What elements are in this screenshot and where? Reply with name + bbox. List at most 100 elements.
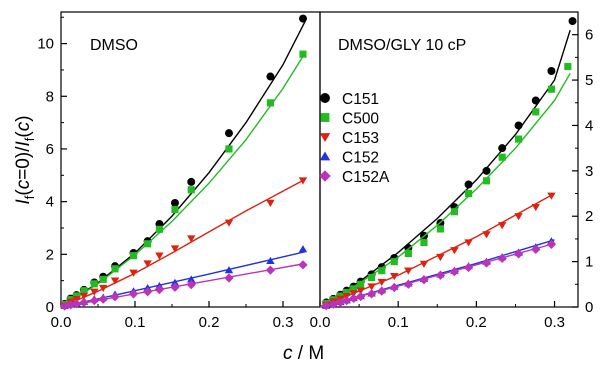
left-point-c151 <box>170 198 179 207</box>
right-y-tick-label: 1 <box>585 254 593 271</box>
left-point-c152 <box>266 256 275 265</box>
right-point-c153 <box>367 283 376 291</box>
right-point-c151 <box>498 144 507 153</box>
left-plot-area <box>60 14 308 311</box>
right-y-tick-label: 4 <box>585 117 593 134</box>
right-y-tick-label: 2 <box>585 208 593 225</box>
right-point-c151 <box>514 121 523 130</box>
legend-label-c152: C152 <box>342 150 379 167</box>
left-point-c153 <box>170 245 180 253</box>
left-point-c500 <box>225 145 233 153</box>
left-point-c500 <box>90 280 98 288</box>
x-axis-title-variable: c <box>283 343 293 364</box>
right-point-c153 <box>390 272 399 281</box>
legend-marker-c152 <box>319 151 331 161</box>
left-y-tick-label: 8 <box>46 88 54 105</box>
right-fit-line-c500 <box>319 72 571 308</box>
right-y-tick-label: 5 <box>585 72 593 89</box>
left-point-c153 <box>266 199 275 207</box>
right-point-c500 <box>450 208 459 216</box>
right-x-tick-label: 0.2 <box>466 314 487 331</box>
right-y-tick-label: 3 <box>585 163 593 180</box>
left-y-tick-label: 2 <box>46 246 54 263</box>
right-point-c152a <box>546 239 557 249</box>
right-point-c151 <box>482 166 491 175</box>
left-point-c153 <box>155 252 164 260</box>
left-point-c153 <box>187 235 196 243</box>
right-point-c500 <box>404 249 412 258</box>
right-point-c153 <box>531 204 540 212</box>
right-point-c500 <box>482 177 491 185</box>
right-point-c151 <box>464 180 473 189</box>
left-y-axis-ticks: 0 2 4 6 8 10 <box>37 16 67 316</box>
left-point-c153 <box>129 269 138 277</box>
left-point-c152a <box>170 282 180 292</box>
left-point-c152a <box>265 265 276 275</box>
left-point-c152a <box>60 301 70 311</box>
left-point-c152a <box>298 260 308 270</box>
left-point-c152a <box>89 296 99 306</box>
right-point-c151 <box>547 67 556 75</box>
left-point-c152 <box>187 275 196 283</box>
right-x-tick-label: 0.1 <box>388 314 409 331</box>
left-point-c500 <box>155 225 163 233</box>
right-point-c152a <box>328 299 338 309</box>
right-point-c152a <box>403 279 413 289</box>
right-point-c153 <box>377 278 386 287</box>
right-point-c152a <box>366 289 377 299</box>
right-point-c153 <box>436 253 445 262</box>
x-axis-title-unit: / M <box>293 343 325 364</box>
left-point-c152a <box>79 297 89 308</box>
legend-marker-c153 <box>319 133 331 142</box>
left-point-c151 <box>224 129 233 138</box>
left-x-axis-ticks: 0.0 0.1 0.2 0.3 <box>51 301 293 331</box>
right-panel-frame <box>319 11 579 308</box>
right-point-c500 <box>464 189 473 198</box>
left-point-c500 <box>99 275 107 283</box>
left-point-c152 <box>298 245 308 253</box>
left-point-c500 <box>187 186 195 194</box>
left-point-c152a <box>128 289 139 299</box>
left-point-c153 <box>79 292 89 300</box>
right-point-c152a <box>356 291 366 302</box>
legend: C151 C500 C153 C152 C152A <box>319 91 390 186</box>
left-point-c151 <box>187 177 196 186</box>
left-point-c153 <box>143 260 152 268</box>
right-point-c500 <box>390 258 398 266</box>
right-point-c152a <box>463 262 474 273</box>
left-x-tick-label: 0.1 <box>125 314 146 331</box>
right-point-c500 <box>498 153 506 161</box>
right-plot-area <box>319 17 577 311</box>
left-point-c500 <box>72 292 81 300</box>
right-point-c152a <box>513 249 524 259</box>
left-fit-line-c151 <box>60 20 306 308</box>
left-point-c153 <box>110 277 120 285</box>
left-point-c500 <box>129 252 138 260</box>
left-point-c152 <box>224 266 234 274</box>
right-point-c153 <box>547 192 556 200</box>
right-panel-title: DMSO/GLY 10 cP <box>338 37 466 54</box>
right-point-c152a <box>481 258 492 268</box>
left-point-c500 <box>266 99 274 107</box>
right-point-c153 <box>497 222 507 230</box>
left-point-c152a <box>71 299 82 309</box>
right-point-c152a <box>389 282 399 293</box>
right-point-c151 <box>531 96 540 105</box>
left-y-tick-label: 10 <box>37 36 54 53</box>
left-x-tick-label: 0.0 <box>51 314 72 331</box>
left-point-c152a <box>186 279 196 290</box>
left-point-c153 <box>90 288 99 296</box>
right-point-c500 <box>547 85 555 93</box>
left-point-c500 <box>144 240 152 248</box>
left-point-c500 <box>111 265 119 273</box>
right-point-c500 <box>564 62 572 71</box>
right-point-c153 <box>482 231 491 239</box>
right-point-c153 <box>356 287 365 295</box>
right-point-c153 <box>450 247 459 255</box>
right-point-c152a <box>497 253 507 264</box>
legend-label-c151: C151 <box>342 91 379 108</box>
right-x-tick-label: 0.3 <box>544 314 565 331</box>
right-point-c153 <box>514 213 523 221</box>
right-point-c500 <box>378 267 386 275</box>
left-y-tick-label: 0 <box>46 299 54 316</box>
